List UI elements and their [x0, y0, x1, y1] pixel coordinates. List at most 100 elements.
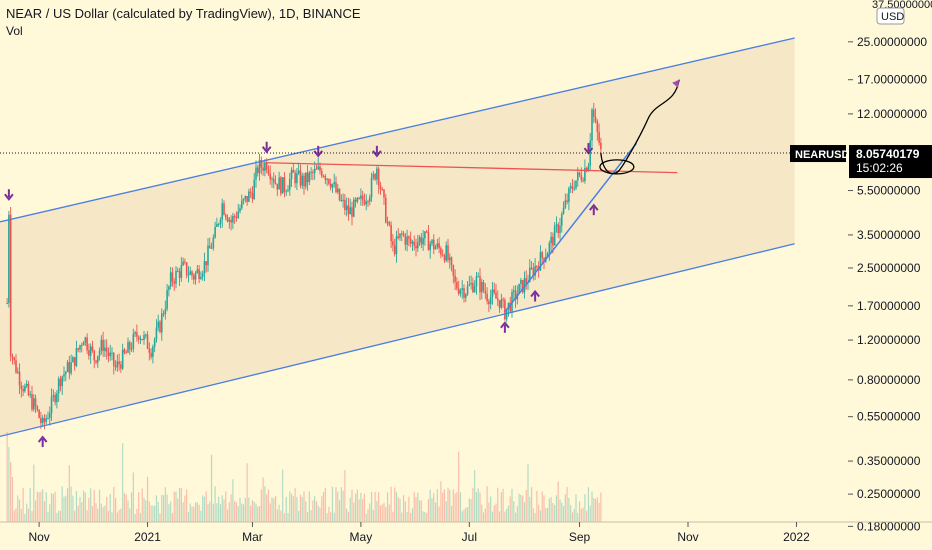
volume-bar — [182, 502, 184, 522]
volume-bar — [440, 481, 442, 522]
volume-bar — [321, 496, 323, 522]
candle-body — [226, 217, 229, 222]
candle-body — [518, 283, 520, 294]
candle-body — [64, 371, 67, 375]
candle-body — [159, 321, 161, 333]
volume-bar — [13, 510, 15, 522]
volume-bar — [136, 508, 138, 522]
volume-bar — [8, 447, 10, 522]
candle-body — [317, 166, 320, 170]
candle-body — [157, 321, 160, 328]
volume-bar — [424, 511, 426, 522]
volume-bar — [442, 492, 444, 522]
candle-body — [507, 302, 510, 309]
currency-label: USD — [881, 11, 904, 23]
volume-bar — [143, 497, 145, 522]
volume-bar — [283, 513, 286, 522]
candle-body — [109, 352, 112, 357]
volume-bar — [81, 502, 83, 522]
volume-bar — [580, 508, 582, 522]
bar-countdown: 15:02:26 — [856, 161, 903, 175]
volume-bar — [237, 506, 239, 522]
volume-bar — [257, 506, 259, 522]
volume-bar — [145, 500, 147, 522]
candle-body — [306, 172, 309, 183]
candle-body — [143, 334, 145, 340]
candle-body — [416, 242, 419, 249]
candle-body — [495, 292, 497, 299]
volume-bar — [490, 496, 492, 522]
volume-bar — [198, 504, 200, 522]
candle-body — [415, 245, 417, 249]
breakout-ellipse — [599, 159, 635, 175]
volume-bar — [88, 497, 90, 522]
candle-body — [25, 383, 28, 387]
down-arrow-icon — [372, 145, 382, 158]
volume-bar — [586, 510, 588, 522]
candle-body — [100, 339, 103, 351]
candle-body — [514, 290, 517, 300]
volume-bar — [216, 503, 218, 522]
volume-bar — [420, 500, 422, 522]
volume-bar — [68, 465, 70, 522]
candle-body — [326, 178, 328, 180]
candle-body — [208, 245, 211, 249]
volume-bar — [520, 494, 522, 522]
volume-bar — [474, 470, 476, 522]
candle-body — [498, 300, 501, 308]
volume-bar — [392, 511, 394, 522]
candle-body — [73, 357, 76, 366]
volume-bar — [410, 513, 412, 522]
candle-body — [454, 275, 456, 282]
candle-body — [88, 350, 90, 356]
volume-bar — [146, 476, 149, 522]
candle-body — [258, 159, 261, 174]
candle-body — [91, 346, 94, 351]
price-tick-label: 2.50000000 — [857, 261, 921, 275]
candle-body — [297, 170, 300, 174]
candle-body — [56, 393, 58, 403]
candle-body — [187, 274, 190, 276]
candle-body — [70, 362, 72, 374]
candle-body — [550, 236, 552, 244]
volume-bar — [50, 493, 53, 522]
volume-bar — [465, 507, 467, 522]
volume-bar — [203, 496, 206, 522]
candle-body — [120, 364, 122, 369]
candle-body — [29, 394, 32, 396]
candle-body — [562, 207, 565, 214]
volume-bar — [11, 477, 14, 522]
candle-body — [466, 285, 469, 295]
volume-bar — [248, 497, 250, 522]
volume-bar — [299, 494, 302, 522]
volume-bar — [186, 489, 188, 522]
candle-body — [390, 224, 392, 242]
candle-body — [450, 257, 453, 266]
candle-body — [335, 182, 337, 193]
volume-bar — [349, 497, 351, 522]
candle-body — [240, 200, 243, 209]
volume-bar — [264, 486, 266, 522]
candle-body — [276, 183, 279, 190]
candle-body — [585, 168, 588, 172]
volume-bar — [461, 511, 463, 522]
volume-bar — [493, 505, 495, 522]
volume-bar — [218, 496, 220, 522]
candle-body — [285, 191, 288, 193]
volume-bar — [235, 502, 238, 522]
candle-body — [477, 276, 480, 278]
time-tick-label: Jul — [462, 530, 477, 544]
candle-body — [457, 288, 460, 294]
volume-bar — [315, 501, 318, 522]
volume-bar — [353, 502, 355, 522]
volume-bar — [498, 511, 501, 522]
volume-bar — [90, 488, 92, 522]
volume-bar — [552, 503, 554, 522]
volume-bar — [56, 512, 58, 522]
candle-body — [534, 265, 536, 276]
candle-body — [560, 213, 563, 226]
volume-bar — [162, 495, 165, 522]
candle-body — [134, 332, 136, 334]
candle-body — [384, 197, 387, 223]
